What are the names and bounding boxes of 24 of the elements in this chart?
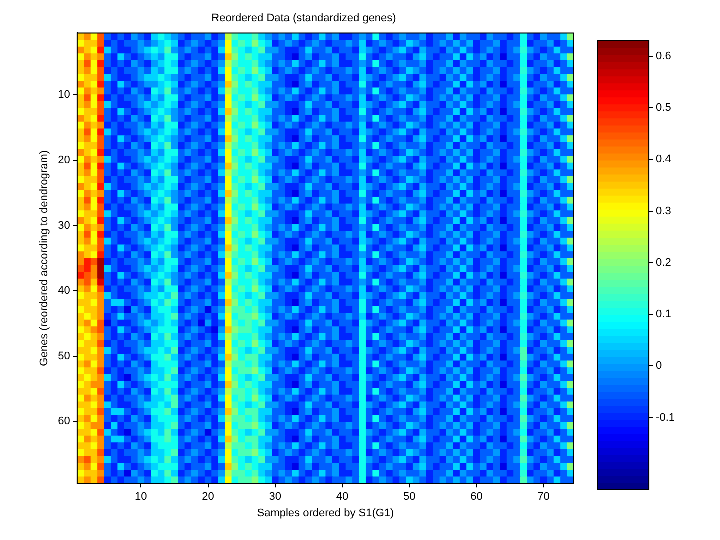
x-tick-label: 20 bbox=[202, 491, 214, 504]
y-tick-label: 40 bbox=[58, 285, 70, 298]
x-tick-label: 60 bbox=[470, 491, 483, 504]
y-tick-label: 20 bbox=[58, 154, 70, 167]
color-bar-label: 0.3 bbox=[656, 205, 672, 218]
x-tick-label: 10 bbox=[135, 491, 148, 504]
color-bar-label: 0 bbox=[656, 360, 662, 372]
y-tick-label: 60 bbox=[58, 416, 70, 428]
x-tick-label: 40 bbox=[336, 491, 349, 504]
color-bar-label: -0.1 bbox=[656, 412, 676, 424]
color-bar-label: 0.5 bbox=[656, 102, 672, 114]
x-tick-label: 30 bbox=[269, 491, 282, 504]
color-bar-label: 0.6 bbox=[656, 50, 672, 63]
y-tick-label: 50 bbox=[58, 350, 70, 362]
color-bar-label: 0.4 bbox=[656, 154, 672, 166]
y-tick-label: 10 bbox=[58, 89, 70, 102]
x-tick-label: 50 bbox=[403, 491, 416, 504]
y-tick-label: 30 bbox=[58, 220, 70, 232]
x-tick-label: 70 bbox=[538, 491, 550, 504]
color-bar-label: 0.1 bbox=[656, 308, 672, 321]
chart-title: Reordered Data (standardized genes) bbox=[212, 12, 396, 25]
y-axis-title: Genes (reordered according to dendrogram) bbox=[38, 150, 51, 366]
color-bar-label: 0.2 bbox=[656, 256, 672, 269]
x-axis-title: Samples ordered by S1(G1) bbox=[257, 507, 394, 520]
